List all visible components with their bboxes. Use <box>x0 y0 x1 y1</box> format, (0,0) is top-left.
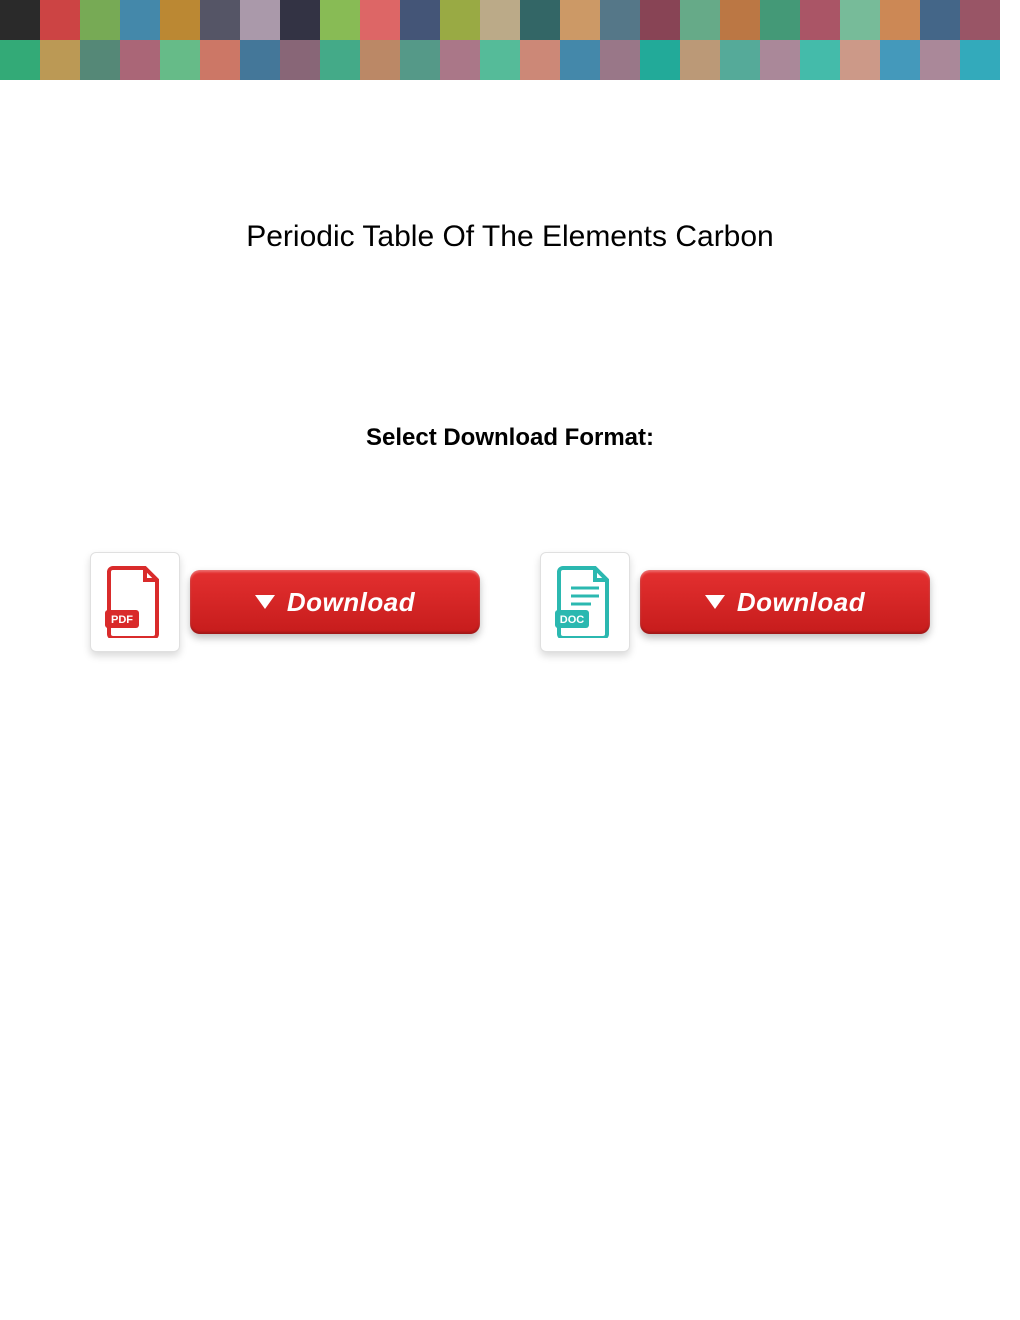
download-pdf-button[interactable]: Download <box>190 570 480 634</box>
banner-tile <box>560 0 600 40</box>
download-arrow-icon <box>705 595 725 609</box>
download-pdf-group: PDF Download <box>90 552 480 652</box>
doc-file-icon: DOC <box>540 552 630 652</box>
banner-tile <box>200 40 240 80</box>
banner-tile <box>40 40 80 80</box>
banner-tile <box>920 0 960 40</box>
banner-tile <box>600 40 640 80</box>
banner-tile <box>480 0 520 40</box>
banner-tile <box>0 40 40 80</box>
banner-tile <box>280 0 320 40</box>
banner-tile <box>840 0 880 40</box>
banner-tile <box>400 0 440 40</box>
download-doc-group: DOC Download <box>540 552 930 652</box>
banner-tile <box>160 40 200 80</box>
banner-tile <box>200 0 240 40</box>
banner-tile <box>320 0 360 40</box>
banner-tile <box>360 40 400 80</box>
banner-tile <box>840 40 880 80</box>
banner-tile <box>720 0 760 40</box>
page-title: Periodic Table Of The Elements Carbon <box>0 220 1020 254</box>
download-pdf-label: Download <box>287 587 415 618</box>
banner-tile <box>640 0 680 40</box>
banner-tile <box>280 40 320 80</box>
banner-tile <box>240 40 280 80</box>
banner-tile <box>40 0 80 40</box>
banner-tile <box>80 0 120 40</box>
doc-badge-text: DOC <box>560 614 585 626</box>
banner-tile <box>360 0 400 40</box>
banner-tile <box>0 0 40 40</box>
banner-tile <box>320 40 360 80</box>
download-doc-button[interactable]: Download <box>640 570 930 634</box>
banner-tile <box>920 40 960 80</box>
banner-tile <box>80 40 120 80</box>
banner-tile <box>760 0 800 40</box>
banner-tile <box>240 0 280 40</box>
banner-tile <box>960 40 1000 80</box>
banner-tile <box>120 0 160 40</box>
banner-tile <box>880 0 920 40</box>
banner-tile <box>120 40 160 80</box>
banner-tile <box>520 40 560 80</box>
banner-tile <box>560 40 600 80</box>
banner-tile <box>480 40 520 80</box>
pdf-file-icon: PDF <box>90 552 180 652</box>
banner-tile <box>960 0 1000 40</box>
download-options: PDF Download DOC Download <box>0 552 1020 652</box>
download-arrow-icon <box>255 595 275 609</box>
banner-tile <box>880 40 920 80</box>
banner-tile <box>440 0 480 40</box>
banner-tile <box>720 40 760 80</box>
banner-tile <box>800 0 840 40</box>
banner-tile <box>760 40 800 80</box>
banner-tile <box>680 0 720 40</box>
banner-tile <box>160 0 200 40</box>
banner-tile <box>440 40 480 80</box>
banner-tile <box>640 40 680 80</box>
banner-tile <box>600 0 640 40</box>
download-doc-label: Download <box>737 587 865 618</box>
banner-tile <box>800 40 840 80</box>
select-download-format-label: Select Download Format: <box>0 424 1020 452</box>
top-banner <box>0 0 1020 80</box>
pdf-badge-text: PDF <box>111 614 133 626</box>
banner-tile <box>680 40 720 80</box>
banner-tile <box>520 0 560 40</box>
banner-tile <box>400 40 440 80</box>
